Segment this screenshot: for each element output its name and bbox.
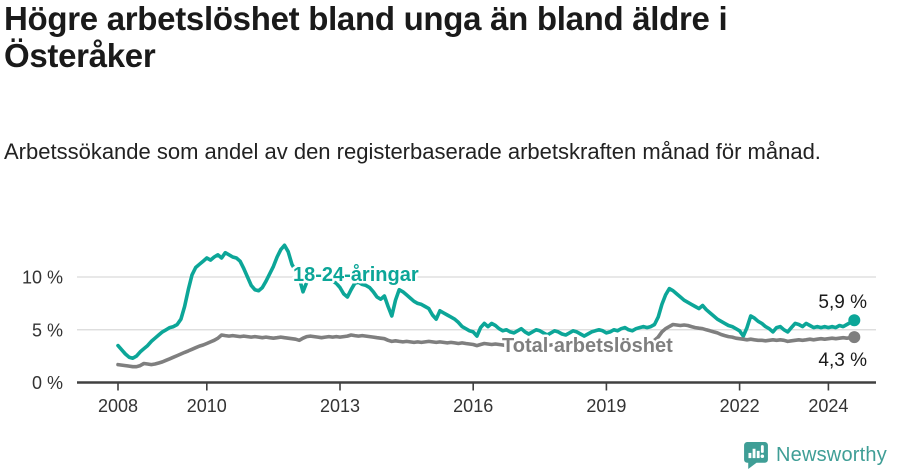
y-axis-label-0: 0 % [32,373,63,393]
series-line-1 [116,322,857,369]
newsworthy-logo: Newsworthy [743,441,887,469]
series-end-value-0: 5,9 % [818,292,867,313]
series-label-1: Total arbetslöshet [502,335,673,357]
chart-title: Högre arbetslöshet bland unga än bland ä… [4,0,728,75]
newsworthy-bubble-chart-icon [744,442,768,469]
y-axis-label-5: 5 % [32,320,63,340]
newsworthy-wordmark: Newsworthy [776,443,887,466]
series-end-dot-1 [848,331,861,344]
series-end-value-1: 4,3 % [818,350,867,371]
y-axis-label-10: 10 % [22,268,63,288]
x-axis-label-2013: 2013 [320,396,360,416]
x-axis-label-2008: 2008 [98,396,138,416]
x-axis-label-2019: 2019 [586,396,626,416]
x-axis-label-2024: 2024 [808,396,848,416]
x-axis-label-2016: 2016 [453,396,493,416]
chart-subtitle: Arbetssökande som andel av den registerb… [4,139,821,164]
x-axis-label-2010: 2010 [187,396,227,416]
series-line-0 [116,243,857,361]
series-end-dot-0 [848,314,861,327]
series-label-0: 18-24-åringar [293,263,419,286]
x-axis-label-2022: 2022 [720,396,760,416]
